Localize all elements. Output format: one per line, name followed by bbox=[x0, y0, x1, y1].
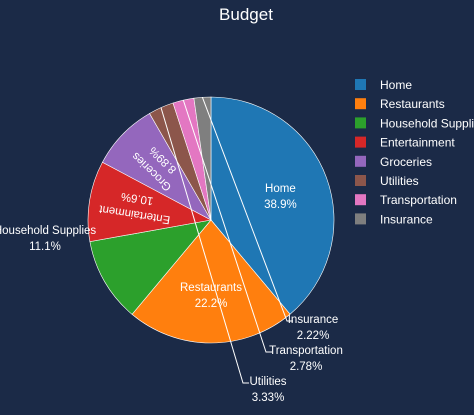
slice-percent-transportation: 2.78% bbox=[290, 361, 323, 373]
legend-swatch-groceries bbox=[355, 155, 366, 167]
slice-percent-insurance: 2.22% bbox=[297, 330, 330, 342]
slice-label-transportation: Transportation bbox=[269, 345, 343, 357]
slice-percent-entertainment: 10.6% bbox=[120, 190, 154, 207]
legend: Home Restaurants Household Supplies Enterta… bbox=[355, 78, 474, 226]
slice-labels: Home 38.9% Restaurants 22.2% Household Suppl… bbox=[0, 97, 343, 404]
pie-slice-household-supplies bbox=[89, 219, 212, 315]
legend-label-transportation: Transportation bbox=[380, 193, 457, 207]
legend-swatch-insurance bbox=[355, 213, 366, 225]
legend-swatch-utilities bbox=[355, 175, 366, 186]
slice-label-group-home: Home 38.9% bbox=[264, 183, 297, 211]
slice-percent-home: 38.9% bbox=[264, 199, 297, 211]
legend-label-restaurants: Restaurants bbox=[380, 97, 445, 111]
slice-label-insurance: Insurance bbox=[288, 314, 339, 326]
pie-slice-home bbox=[210, 96, 335, 315]
leader-line-transportation bbox=[182, 99, 272, 353]
slice-label-home: Home bbox=[265, 183, 296, 195]
slice-label-utilities: Utilities bbox=[249, 376, 286, 388]
slice-percent-household-supplies: 11.1% bbox=[29, 241, 61, 253]
leader-line-utilities bbox=[160, 107, 249, 384]
slice-label-restaurants: Restaurants bbox=[180, 282, 242, 294]
legend-swatch-home bbox=[355, 79, 366, 90]
legend-label-groceries: Groceries bbox=[380, 155, 432, 169]
pie-slices bbox=[87, 96, 335, 344]
legend-swatch-household-supplies bbox=[355, 117, 366, 129]
legend-swatch-transportation bbox=[355, 194, 366, 206]
legend-label-household-supplies: Household Supplies bbox=[380, 116, 474, 130]
legend-swatch-entertainment bbox=[355, 136, 366, 148]
slice-label-household-supplies: Household Supplies bbox=[0, 225, 96, 237]
chart-title: Budget bbox=[219, 5, 273, 24]
legend-label-utilities: Utilities bbox=[380, 174, 419, 188]
legend-label-home: Home bbox=[380, 78, 412, 92]
slice-percent-restaurants: 22.2% bbox=[195, 298, 228, 310]
pie-slice-restaurants bbox=[131, 219, 291, 344]
slice-percent-utilities: 3.33% bbox=[252, 392, 285, 404]
slice-label-group-restaurants: Restaurants 22.2% bbox=[180, 282, 242, 310]
leader-line-insurance bbox=[201, 97, 293, 322]
legend-label-insurance: Insurance bbox=[380, 212, 433, 226]
pie-slice-entertainment bbox=[87, 161, 212, 242]
legend-label-entertainment: Entertainment bbox=[380, 136, 455, 150]
legend-swatch-restaurants bbox=[355, 98, 366, 110]
